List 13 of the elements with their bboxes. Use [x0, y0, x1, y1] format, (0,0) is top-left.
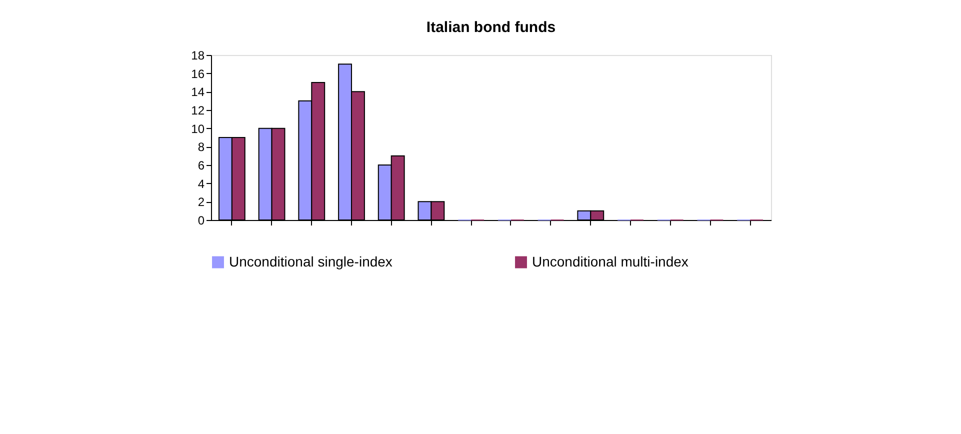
y-tick-label: 10 — [191, 122, 205, 136]
y-tick-label: 2 — [198, 195, 205, 210]
legend-label: Unconditional single-index — [229, 253, 392, 270]
y-tick-label: 12 — [191, 104, 205, 118]
y-tick-label: 6 — [198, 158, 205, 172]
y-tick-label: 4 — [198, 176, 205, 191]
y-tick-label: 8 — [198, 140, 205, 154]
y-tick-label: 0 — [198, 214, 205, 228]
y-tick-label: 16 — [191, 66, 205, 81]
chart-title: Italian bond funds — [426, 19, 556, 36]
y-tick-label: 14 — [191, 85, 205, 100]
y-tick-label: 18 — [191, 48, 205, 62]
legend-label: Unconditional multi-index — [532, 253, 688, 270]
